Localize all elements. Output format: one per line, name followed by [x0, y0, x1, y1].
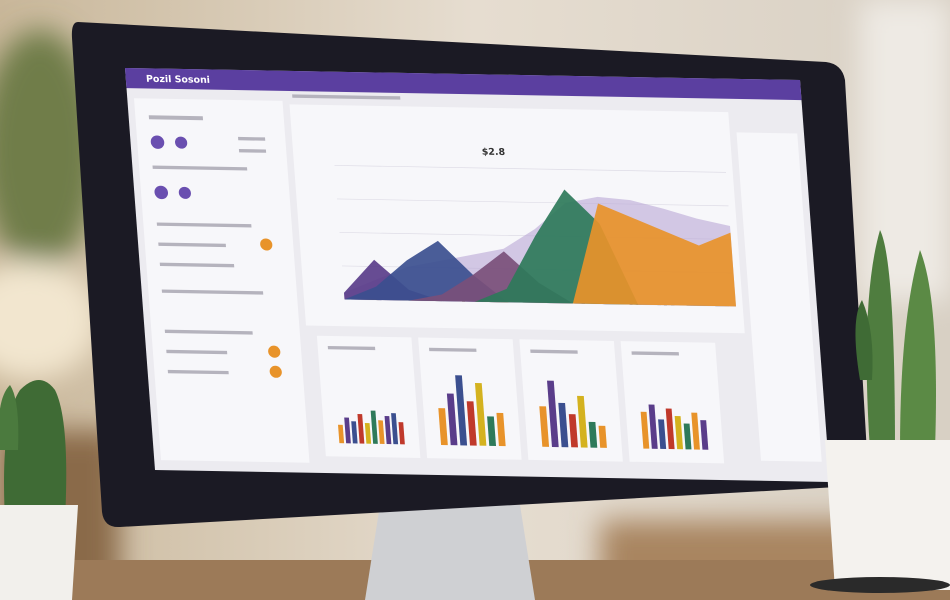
mini-bar [640, 411, 650, 449]
area-series [344, 203, 737, 307]
right-panel [736, 132, 822, 462]
mini-bar [648, 404, 658, 449]
mini-bar [474, 383, 487, 446]
mini-bar [496, 412, 506, 447]
sidebar-icons [150, 135, 191, 200]
area-series [344, 189, 737, 307]
mini-bar [338, 424, 345, 444]
mini-bar [364, 423, 372, 444]
mini-bar [455, 375, 468, 446]
mini-bar [658, 419, 667, 449]
mini-bar [691, 412, 700, 450]
mini-bar [665, 408, 675, 450]
mini-bar [384, 416, 392, 445]
main-chart-label: $2.8 [481, 147, 505, 158]
mini-bar [683, 423, 692, 450]
mini-bar [539, 406, 550, 447]
mini-bar [438, 408, 448, 446]
mini-charts [316, 335, 725, 464]
cactus-left [0, 380, 78, 600]
grid-line [336, 198, 729, 207]
mini-title [327, 345, 376, 351]
mini-bar [466, 401, 477, 446]
mini-bar [588, 421, 598, 448]
area-series [344, 240, 737, 307]
mini-bar [598, 425, 607, 448]
mini-bar [558, 402, 569, 448]
mini-bar [398, 422, 405, 445]
sidebar [134, 98, 310, 463]
mini-bar [378, 420, 385, 444]
monitor-stand [365, 505, 535, 600]
grid-line [334, 165, 727, 173]
mini-bar [391, 413, 399, 445]
mini-bar [357, 414, 365, 444]
header-title: Pozil Sosoni [146, 74, 211, 86]
screen: Pozil Sosoni $2.8 [125, 68, 831, 483]
mini-bar [700, 420, 709, 450]
mini-bar [487, 416, 497, 446]
main-chart [334, 165, 737, 307]
mini-bar [577, 395, 588, 448]
mini-title [631, 351, 680, 356]
mini-bar [568, 414, 579, 448]
mini-bar [351, 421, 358, 444]
mini-bar [547, 380, 559, 448]
mini-bar [370, 410, 378, 444]
mini-bar [446, 393, 458, 446]
sidebar-badges [260, 238, 282, 378]
header-bar [125, 68, 802, 101]
mini-bar [674, 416, 684, 450]
mini-title [429, 347, 477, 352]
cactus-right [810, 230, 950, 593]
mini-bar [344, 417, 351, 444]
mini-title [530, 349, 578, 354]
